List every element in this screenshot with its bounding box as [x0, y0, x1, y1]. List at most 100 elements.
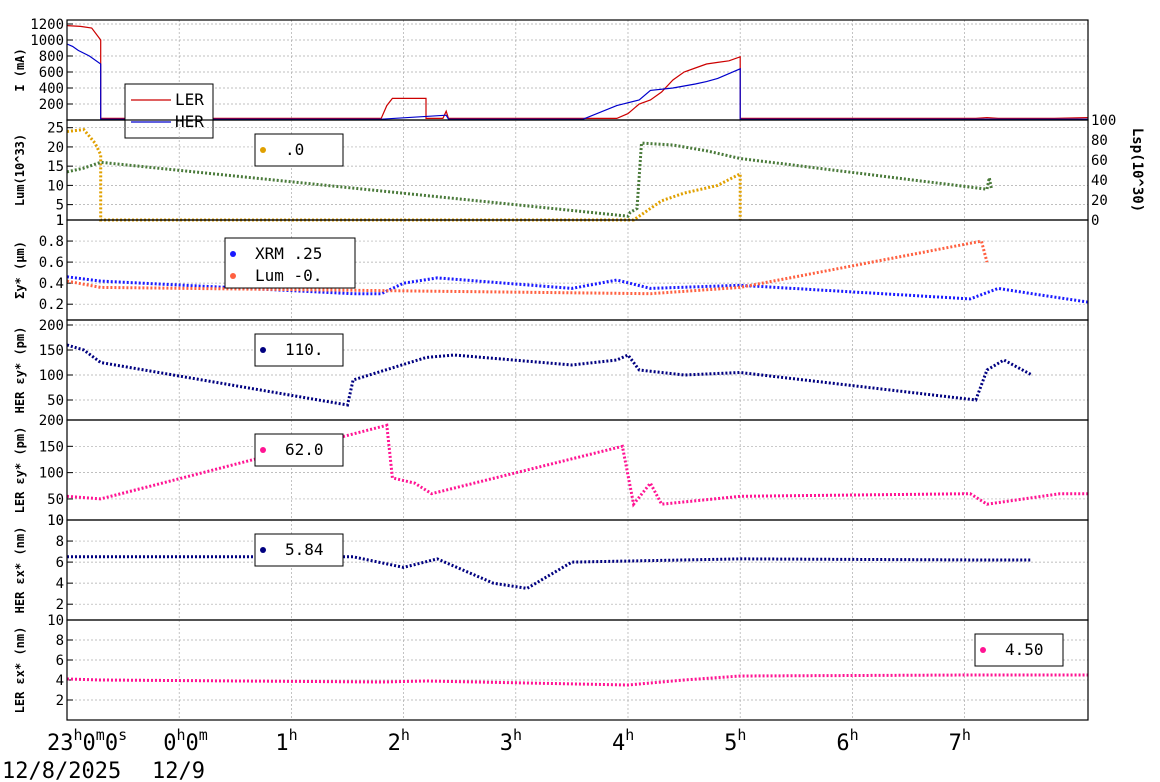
- ytick-label-0: 0.2: [39, 297, 64, 313]
- xtick-label-0: 23h0m0s: [47, 726, 127, 756]
- series-584-0: [67, 555, 1032, 590]
- ytick-label-2: 10: [47, 178, 64, 194]
- xtick-label-7: 6h: [836, 726, 858, 756]
- panel-frame: [66, 519, 1089, 621]
- legend-box: [254, 133, 344, 167]
- xtick-label-3: 2h: [388, 726, 410, 756]
- right-tick-label-4: 80: [1091, 133, 1108, 149]
- legend-swatch-1: [230, 273, 236, 279]
- ytick-label-3: 8: [56, 534, 64, 550]
- ytick-label-2: 6: [56, 653, 64, 669]
- legend-swatch-0: [260, 447, 266, 453]
- ylabel: HER εy* (pm): [13, 327, 27, 414]
- panel-her-eps-x: 2 4 6 8 10 HER εx* (nm) 5.84: [13, 513, 1089, 621]
- ytick-label-2: 600: [39, 65, 64, 81]
- ytick-label-4: 1: [56, 213, 64, 229]
- panel-frame: [66, 319, 1089, 421]
- ytick-label-0: 2: [56, 693, 64, 709]
- ytick-label-0: 10: [47, 513, 64, 529]
- panel-ler-eps-x: 2 4 6 8 10 LER εx* (nm) 4.50: [13, 613, 1089, 721]
- panel-her-eps-y: 50 100 150 200 HER εy* (pm) 110.: [13, 318, 1089, 421]
- right-axis-label: Lsp(10^30): [1129, 128, 1145, 212]
- xtick-label-1: 0h0m: [163, 726, 208, 756]
- legend-swatch-0: [260, 547, 266, 553]
- legend-label-0: LER: [175, 90, 204, 109]
- ytick-label-3: 8: [56, 633, 64, 649]
- legend-label-1: Lum -0.: [255, 266, 322, 285]
- series-450-0: [66, 673, 1088, 687]
- right-tick-label-5: 100: [1091, 113, 1116, 129]
- legend: XRM .25 Lum -0.: [224, 237, 356, 289]
- ytick-label-5: 25: [47, 121, 64, 137]
- ytick-label-1: 0.4: [39, 276, 64, 292]
- ytick-label-4: 1000: [30, 33, 64, 49]
- ylabel: LER εy* (pm): [13, 427, 27, 514]
- series-HER-1: [66, 43, 1088, 120]
- xtick-label-2: 1h: [275, 726, 297, 756]
- ytick-label-1: 100: [39, 368, 64, 384]
- ytick-label-4: 10: [47, 513, 64, 529]
- xtick-label-4: 3h: [500, 726, 522, 756]
- ytick-label-3: 15: [47, 159, 64, 175]
- legend: 62.0: [254, 433, 344, 467]
- ytick-label-4: 200: [39, 413, 64, 429]
- ylabel: LER εx* (nm): [13, 627, 27, 714]
- xtick-label-5: 4h: [612, 726, 634, 756]
- ytick-label-0: 50: [47, 393, 64, 409]
- legend-box: [974, 633, 1064, 667]
- ytick-label-4: 10: [47, 613, 64, 629]
- legend-label-0: 4.50: [1005, 640, 1044, 659]
- ytick-label-1: 400: [39, 81, 64, 97]
- legend-swatch-0: [980, 647, 986, 653]
- ytick-label-2: 6: [56, 555, 64, 571]
- legend: 4.50: [974, 633, 1064, 667]
- ylabel: Σy* (µm): [13, 241, 27, 299]
- legend: LER HER: [124, 83, 214, 139]
- ytick-label-5: 1200: [30, 17, 64, 33]
- xtick-label-6: 5h: [724, 726, 746, 756]
- ytick-label-1: 4: [56, 673, 64, 689]
- ylabel: I (mA): [13, 48, 27, 91]
- panel-frame: [66, 619, 1089, 721]
- ylabel: Lum(10^33): [13, 134, 27, 206]
- right-tick-label-1: 20: [1091, 193, 1108, 209]
- panel-frame: [66, 219, 1089, 321]
- right-tick-label-3: 60: [1091, 153, 1108, 169]
- ytick-label-3: 200: [39, 318, 64, 334]
- xtick-label-8: 7h: [949, 726, 971, 756]
- ytick-label-1: 4: [56, 576, 64, 592]
- legend-box: [124, 83, 214, 139]
- ytick-label-0: 200: [39, 97, 64, 113]
- legend-box: [254, 333, 344, 367]
- ytick-label-2: 100: [39, 466, 64, 482]
- ytick-label-3: 800: [39, 49, 64, 65]
- legend-swatch-0: [260, 147, 266, 153]
- panel-frame: [66, 119, 1089, 221]
- ytick-label-0: 2: [56, 597, 64, 613]
- ylabel: HER εx* (nm): [13, 527, 27, 614]
- legend-swatch-0: [230, 251, 236, 257]
- legend-label-0: .0: [285, 140, 304, 159]
- ytick-label-2: 0.6: [39, 255, 64, 271]
- panel-sigma: 0.2 0.4 0.6 0.8 1 Σy* (µm) XRM .25 Lum -0.: [13, 213, 1089, 321]
- legend: .0: [254, 133, 344, 167]
- right-tick-label-0: 0: [1091, 213, 1099, 229]
- legend-label-0: 110.: [285, 340, 324, 359]
- ytick-label-0: 1: [56, 213, 64, 229]
- legend: 5.84: [254, 533, 344, 567]
- legend-label-0: 5.84: [285, 540, 324, 559]
- ytick-label-2: 150: [39, 343, 64, 359]
- legend-box: [224, 237, 356, 289]
- panel-frame: [66, 419, 1089, 521]
- series-620-0: [66, 423, 1088, 508]
- ytick-label-3: 150: [39, 439, 64, 455]
- series-110-0: [66, 343, 1033, 407]
- legend-label-1: HER: [175, 112, 204, 131]
- date-label-0: 12/8/2025: [2, 759, 121, 782]
- date-label-1: 12/9: [152, 759, 205, 782]
- legend-box: [254, 433, 344, 467]
- ytick-label-1: 50: [47, 492, 64, 508]
- legend-box: [254, 533, 344, 567]
